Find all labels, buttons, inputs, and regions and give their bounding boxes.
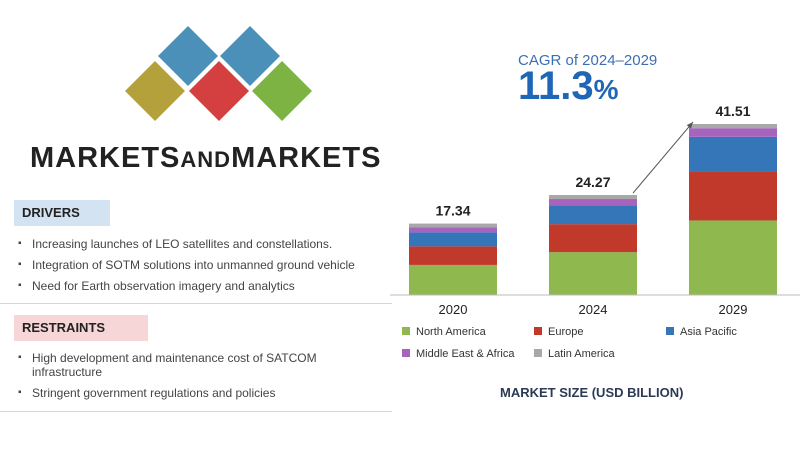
market-size-chart: 17.34 2020 24.27 2024 41.51 2029 [390, 103, 800, 317]
bar-segment-middle-east-africa-2024 [549, 199, 637, 206]
bar-total-label: 41.51 [715, 103, 750, 119]
legend-item-europe: Europe [534, 326, 583, 338]
brand-wordmark: MARKETSANDMARKETS [30, 142, 382, 174]
driver-item: Increasing launches of LEO satellites an… [18, 237, 388, 251]
left-panel: MARKETSANDMARKETS DRIVERS Increasing lau… [0, 0, 400, 450]
logo-diamond-2 [220, 26, 280, 86]
bar-segment-europe-2020 [409, 246, 497, 265]
legend-swatch [534, 327, 542, 336]
bar-segment-latin-america-2024 [549, 195, 637, 200]
legend-label: Latin America [548, 348, 615, 360]
divider [0, 411, 392, 412]
legend-item-latin-america: Latin America [534, 348, 615, 360]
bar-segment-latin-america-2020 [409, 223, 497, 228]
drivers-heading: DRIVERS [14, 200, 110, 226]
chart-x-label: MARKET SIZE (USD BILLION) [500, 385, 684, 400]
restraint-item: Stringent government regulations and pol… [18, 386, 388, 400]
bar-total-label: 17.34 [435, 203, 470, 219]
legend-swatch [402, 349, 410, 358]
legend-swatch [402, 327, 410, 336]
logo-diamond-4 [125, 61, 185, 121]
cagr-value: 11.3% [518, 64, 619, 108]
driver-item: Integration of SOTM solutions into unman… [18, 258, 388, 272]
legend-item-asia-pacific: Asia Pacific [666, 326, 737, 338]
logo-diamond-1 [158, 26, 218, 86]
legend-swatch [534, 349, 542, 358]
bar-segment-north-america-2020 [409, 264, 497, 295]
bar-total-label: 24.27 [575, 174, 610, 190]
bar-segment-europe-2024 [549, 224, 637, 253]
growth-arrow [632, 121, 694, 194]
legend-label: Asia Pacific [680, 326, 737, 338]
driver-item: Need for Earth observation imagery and a… [18, 279, 388, 293]
logo-diamond-5 [252, 61, 312, 121]
bar-segment-north-america-2024 [549, 252, 637, 295]
bar-segment-latin-america-2029 [689, 124, 777, 129]
legend-label: Middle East & Africa [416, 348, 515, 360]
bar-segment-middle-east-africa-2020 [409, 227, 497, 233]
legend-item-middle-east-africa: Middle East & Africa [402, 348, 514, 360]
cagr-label: CAGR of 2024–2029 [518, 52, 658, 69]
x-tick-label: 2029 [719, 302, 748, 317]
legend-label: North America [416, 326, 486, 338]
bar-segment-asia-pacific-2029 [689, 136, 777, 172]
x-tick-label: 2020 [439, 302, 468, 317]
drivers-list: Increasing launches of LEO satellites an… [18, 237, 388, 300]
legend-label: Europe [548, 326, 584, 338]
bar-segment-middle-east-africa-2029 [689, 128, 777, 137]
growth-arrow-head [686, 122, 693, 129]
bar-segment-north-america-2029 [689, 220, 777, 295]
logo-diamond-3 [189, 61, 249, 121]
bar-segment-asia-pacific-2024 [549, 205, 637, 225]
chart-legend: North America Europe Asia Pacific Middle Ea… [402, 326, 782, 366]
restraints-heading: RESTRAINTS [14, 315, 148, 341]
divider [0, 303, 392, 304]
restraints-list: High development and maintenance cost of… [18, 351, 388, 407]
x-tick-label: 2024 [579, 302, 608, 317]
legend-swatch [666, 327, 674, 336]
brand-logo [125, 26, 312, 121]
bar-segment-asia-pacific-2020 [409, 232, 497, 247]
bar-segment-europe-2029 [689, 171, 777, 221]
legend-item-north-america: North America [402, 326, 486, 338]
restraint-item: High development and maintenance cost of… [18, 351, 388, 379]
